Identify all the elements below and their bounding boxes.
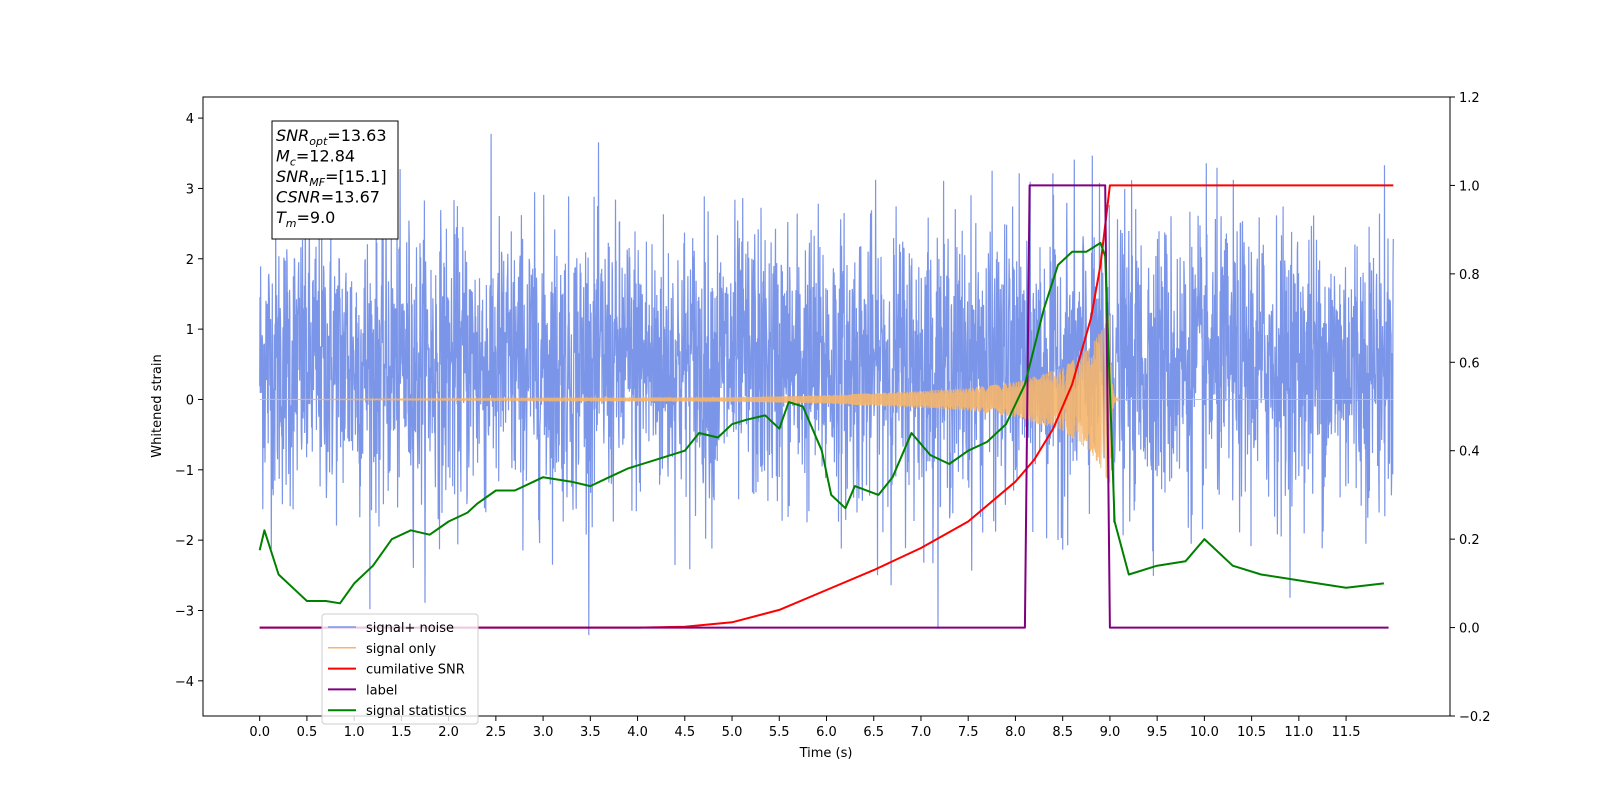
annotation-line: Mc=12.84 xyxy=(276,147,355,169)
annotation-frame xyxy=(271,120,399,240)
annotation-value: =12.84 xyxy=(296,147,355,166)
x-axis: 0.0 0.5 1.0 1.5 2.0 2.5 3.0 3.5 4.0 4.5 5.0 5.5 6.0 6… xyxy=(249,716,1361,740)
x-tick-label: 2.5 xyxy=(486,725,507,740)
plot-area xyxy=(258,133,1394,636)
x-tick-label: 8.5 xyxy=(1052,725,1073,740)
legend-entry-label: signal only xyxy=(366,642,436,657)
x-tick-label: 9.5 xyxy=(1147,725,1168,740)
x-tick-label: 2.0 xyxy=(438,725,459,740)
y-tick-label: −3 xyxy=(175,604,194,619)
x-tick-label: 10.0 xyxy=(1190,725,1219,740)
annotation-value: =13.63 xyxy=(327,126,386,145)
y-tick-label: −4 xyxy=(175,675,194,690)
x-tick-label: 1.0 xyxy=(344,725,365,740)
annotation-symbol: M xyxy=(276,147,290,166)
annotation-symbol: SNR xyxy=(276,167,309,186)
series-line-signal-only xyxy=(259,315,1394,484)
y2-tick-label: 0.4 xyxy=(1459,445,1480,460)
y-axis-left: −4 −3 −2 −1 0 1 2 3 4 xyxy=(175,112,203,690)
x-tick-label: 4.5 xyxy=(674,725,695,740)
x-axis-label: Time (s) xyxy=(799,746,853,761)
x-tick-label: 1.5 xyxy=(391,725,412,740)
y2-tick-label: 0.0 xyxy=(1459,622,1480,637)
y2-tick-label: 0.6 xyxy=(1459,356,1480,371)
x-tick-label: 9.0 xyxy=(1100,725,1121,740)
y2-tick-label: 0.2 xyxy=(1459,533,1480,548)
legend-entry-label: label xyxy=(366,683,397,698)
y2-tick-label: 1.0 xyxy=(1459,179,1480,194)
annotation-line: SNRopt=13.63 xyxy=(276,126,387,148)
x-tick-label: 4.0 xyxy=(627,725,648,740)
annotation-value: =9.0 xyxy=(297,208,336,227)
x-tick-label: 6.5 xyxy=(863,725,884,740)
x-tick-label: 3.0 xyxy=(533,725,554,740)
annotation-symbol: CSNR xyxy=(276,188,321,207)
series-layer xyxy=(258,133,1394,636)
legend-entry-label: signal+ noise xyxy=(366,621,454,636)
annotation-subscript: MF xyxy=(309,176,325,189)
series-line-label xyxy=(259,184,1389,629)
x-tick-label: 8.0 xyxy=(1005,725,1026,740)
x-tick-label: 7.5 xyxy=(958,725,979,740)
y2-tick-label: 0.8 xyxy=(1459,268,1480,283)
annotation-subscript: c xyxy=(290,156,296,169)
x-tick-label: 5.5 xyxy=(769,725,790,740)
y-tick-label: −1 xyxy=(175,464,194,479)
x-tick-label: 11.0 xyxy=(1284,725,1313,740)
annotation-subscript: m xyxy=(286,217,297,230)
y-tick-label: 2 xyxy=(186,253,194,268)
y-tick-label: 0 xyxy=(186,393,194,408)
annotation-symbol: T xyxy=(276,208,287,227)
legend-frame xyxy=(321,613,479,725)
x-tick-label: 0.5 xyxy=(297,725,318,740)
x-tick-label: 3.5 xyxy=(580,725,601,740)
legend-entry-label: cumilative SNR xyxy=(366,663,465,678)
x-tick-label: 0.0 xyxy=(249,725,270,740)
annotation-subscript: opt xyxy=(309,135,328,148)
annotation-value: =13.67 xyxy=(321,188,380,207)
legend-entry-label: signal statistics xyxy=(366,704,467,719)
series-line-cumilative-snr xyxy=(259,184,1394,629)
x-tick-label: 10.5 xyxy=(1237,725,1266,740)
y-tick-label: 3 xyxy=(186,182,194,197)
y2-tick-label: −0.2 xyxy=(1459,710,1491,725)
x-tick-label: 6.0 xyxy=(816,725,837,740)
annotation-line: SNRMF=[15.1] xyxy=(276,167,387,189)
annotation-symbol: SNR xyxy=(276,126,309,145)
annotation-value: =[15.1] xyxy=(325,167,387,186)
y2-tick-label: 1.2 xyxy=(1459,91,1480,106)
x-tick-label: 5.0 xyxy=(722,725,743,740)
y-axis-right: −0.2 0.0 0.2 0.4 0.6 0.8 1.0 1.2 xyxy=(1450,91,1491,725)
annotation-line: CSNR=13.67 xyxy=(276,188,380,207)
y-axis-label: Whitened strain xyxy=(150,354,165,457)
y-tick-label: 1 xyxy=(186,323,194,338)
series-line-signal-statistics xyxy=(258,241,1385,605)
stats-annotation-box: SNRopt=13.63Mc=12.84SNRMF=[15.1]CSNR=13.… xyxy=(271,120,399,240)
x-tick-label: 7.0 xyxy=(911,725,932,740)
legend: signal+ noise signal only cumilative SNR la… xyxy=(321,613,479,725)
y-tick-label: −2 xyxy=(175,534,194,549)
y-tick-label: 4 xyxy=(186,112,194,127)
annotation-line: Tm=9.0 xyxy=(276,208,335,230)
x-tick-label: 11.5 xyxy=(1332,725,1361,740)
series-line-signal-noise xyxy=(259,133,1394,636)
